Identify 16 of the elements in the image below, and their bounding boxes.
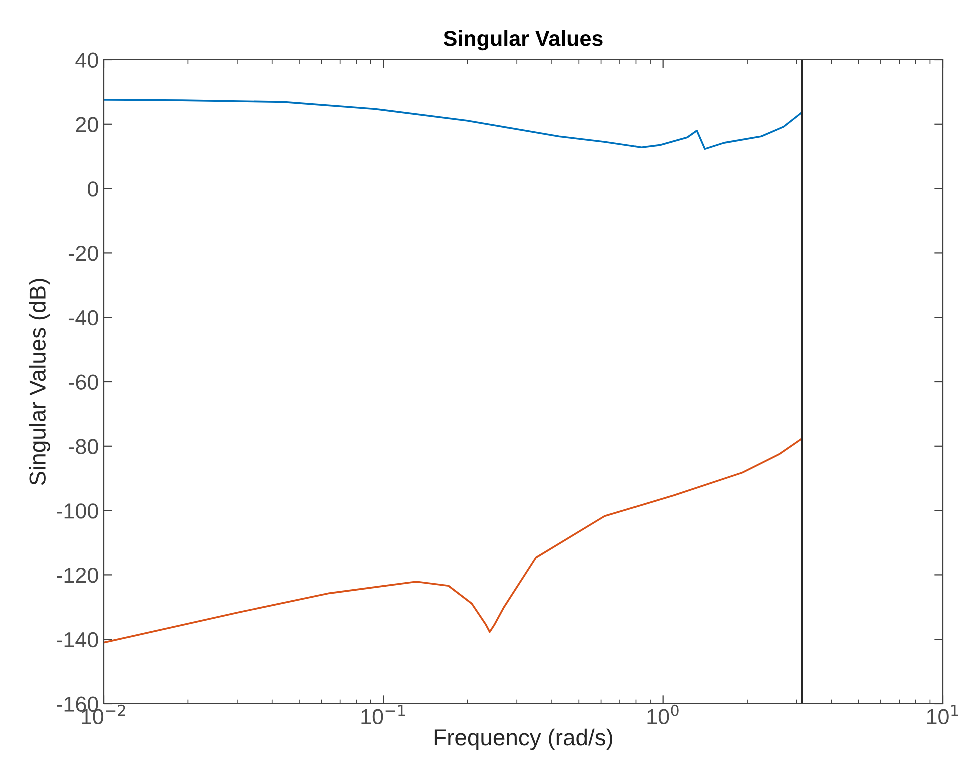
y-tick-label: -60: [68, 374, 98, 390]
x-tick-label: 10$^{−1}$: [362, 705, 406, 725]
y-tick-label: 40: [76, 52, 98, 68]
y-tick-label: -100: [57, 504, 98, 519]
x-tick-label: 10$^{0}$: [648, 704, 679, 725]
y-tick-label: -120: [57, 568, 98, 584]
chart-title: Singular Values: [444, 30, 603, 51]
x-tick-label: 10$^{1}$: [927, 705, 958, 725]
y-tick-label: 0: [88, 182, 98, 197]
y-tick-label: 20: [76, 117, 98, 132]
y-tick-label: -80: [68, 439, 98, 454]
y-tick-label: -140: [57, 632, 98, 648]
x-axis-title: Frequency (rad/s): [434, 728, 613, 750]
y-tick-label: -40: [68, 310, 98, 326]
y-axis-title: Singular Values (dB): [29, 279, 50, 486]
y-tick-label: -20: [68, 246, 98, 262]
